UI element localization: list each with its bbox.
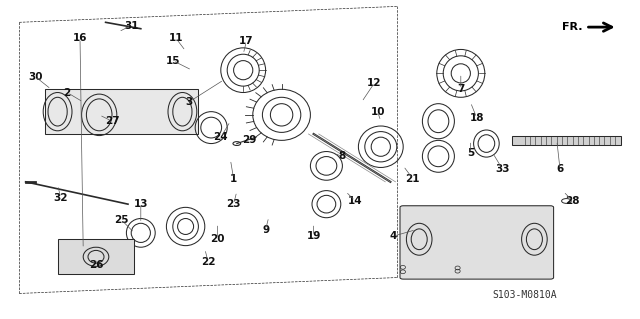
FancyBboxPatch shape <box>400 206 554 279</box>
Text: 30: 30 <box>28 71 42 82</box>
Text: S103-M0810A: S103-M0810A <box>493 290 557 300</box>
Text: 1: 1 <box>230 174 237 184</box>
Text: 24: 24 <box>214 132 228 142</box>
Text: 33: 33 <box>495 164 509 174</box>
Text: 13: 13 <box>134 199 148 209</box>
Text: 26: 26 <box>89 260 103 270</box>
Polygon shape <box>512 136 621 145</box>
Text: 15: 15 <box>166 56 180 66</box>
Text: 28: 28 <box>566 196 580 206</box>
Text: 23: 23 <box>227 199 241 209</box>
Text: 4: 4 <box>390 231 397 241</box>
Text: 18: 18 <box>470 113 484 123</box>
Text: 22: 22 <box>201 256 215 267</box>
Text: FR.: FR. <box>562 22 582 32</box>
Text: 31: 31 <box>124 20 138 31</box>
Text: 17: 17 <box>239 36 253 47</box>
Text: 25: 25 <box>115 215 129 225</box>
Text: 20: 20 <box>211 234 225 244</box>
Text: 32: 32 <box>54 193 68 203</box>
Polygon shape <box>45 89 198 134</box>
Text: 9: 9 <box>262 225 269 235</box>
Text: 14: 14 <box>348 196 362 206</box>
Text: 7: 7 <box>457 84 465 94</box>
Text: 29: 29 <box>243 135 257 145</box>
Text: 8: 8 <box>339 151 346 161</box>
Text: 16: 16 <box>73 33 87 43</box>
Text: 27: 27 <box>105 116 119 126</box>
Text: 10: 10 <box>371 107 385 117</box>
Text: 6: 6 <box>556 164 564 174</box>
Text: 2: 2 <box>63 87 71 98</box>
Text: 11: 11 <box>169 33 183 43</box>
Text: 3: 3 <box>185 97 193 107</box>
Text: 5: 5 <box>467 148 474 158</box>
Text: 21: 21 <box>406 174 420 184</box>
Text: 12: 12 <box>367 78 381 88</box>
Text: 19: 19 <box>307 231 321 241</box>
Polygon shape <box>58 239 134 274</box>
